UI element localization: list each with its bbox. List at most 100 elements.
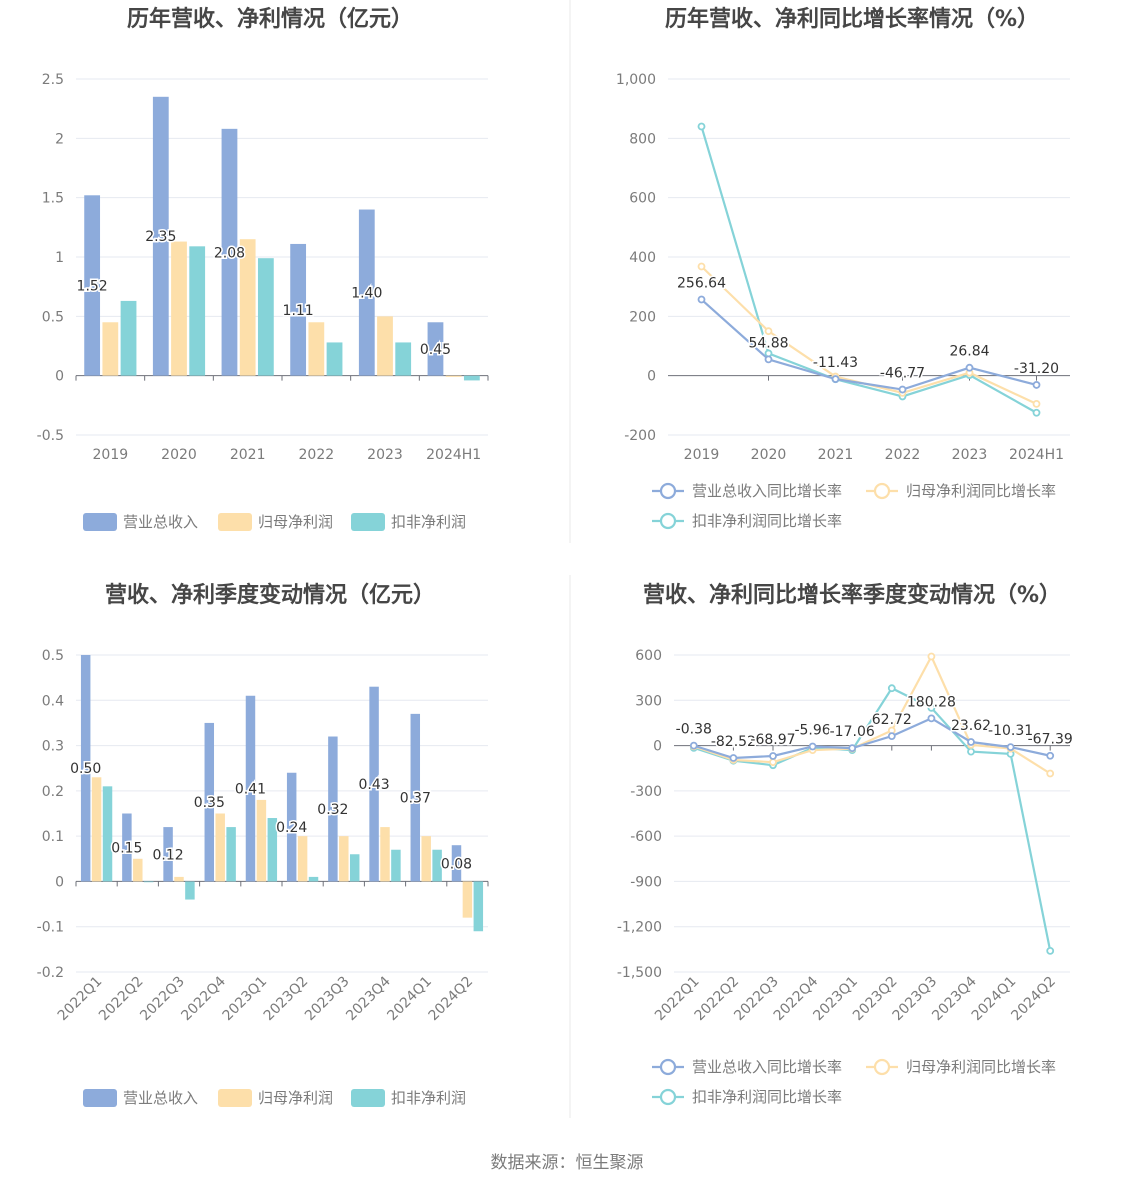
bar-data-label: 0.37: [400, 791, 431, 807]
bar-deducted-profit: [226, 827, 236, 882]
x-tick-label: 2023Q1: [220, 974, 271, 1025]
bar-net-profit: [308, 322, 325, 376]
bar-net-profit: [380, 827, 390, 882]
y-tick-label: 1.5: [42, 191, 64, 207]
bar-net-profit: [297, 836, 308, 882]
chart-title: 营收、净利同比增长率季度变动情况（%）: [643, 582, 1061, 608]
bar-net-profit: [377, 316, 393, 376]
bar-revenue: [152, 96, 169, 376]
bar-deducted-profit: [473, 881, 484, 932]
line-point: [1046, 751, 1055, 760]
y-tick-label: 0.3: [42, 739, 64, 755]
line-data-label: -31.20: [1014, 361, 1059, 377]
line-point: [697, 295, 706, 304]
line-point: [887, 684, 896, 693]
line-data-label: -46.77: [880, 366, 925, 382]
bar-data-label: 2.35: [145, 229, 176, 245]
legend-label: 归母净利润同比增长率: [906, 1058, 1056, 1076]
y-tick-label: 800: [629, 131, 656, 147]
x-tick-label: 2023: [367, 447, 403, 463]
chart-title: 历年营收、净利情况（亿元）: [127, 6, 413, 32]
bar-revenue: [451, 845, 462, 882]
line-point: [697, 262, 706, 271]
bar-deducted-profit: [143, 881, 154, 883]
line-data-label: 26.84: [949, 344, 989, 360]
y-tick-label: 0.5: [42, 648, 64, 664]
line-data-label: 180.28: [907, 694, 956, 710]
line-point: [898, 385, 907, 394]
x-tick-label: 2024Q2: [426, 974, 477, 1025]
y-tick-label: 0: [55, 874, 64, 890]
line-data-label: -0.38: [676, 722, 712, 738]
bar-data-label: 0.41: [235, 782, 266, 798]
legend-marker: [659, 482, 677, 500]
legend-label: 营业总收入: [123, 513, 198, 531]
bar-revenue: [427, 322, 444, 376]
bar-deducted-profit: [391, 849, 401, 882]
bar-data-label: 0.24: [276, 820, 307, 836]
line-point: [831, 375, 840, 383]
legend-marker: [873, 1058, 891, 1076]
x-tick-label: 2023Q4: [343, 973, 394, 1024]
bar-revenue: [286, 772, 297, 882]
line-point: [848, 744, 857, 753]
x-tick-label: 2021: [230, 447, 266, 463]
x-tick-label: 2022Q2: [96, 974, 147, 1025]
y-tick-label: 400: [629, 250, 656, 266]
bar-data-label: 0.15: [111, 840, 142, 856]
y-tick-label: 600: [635, 648, 662, 664]
x-tick-label: 2019: [93, 447, 129, 463]
legend-swatch: [83, 513, 117, 531]
x-tick-label: 2022Q3: [137, 974, 188, 1025]
bar-deducted-profit: [185, 881, 195, 900]
bar-data-label: 0.35: [194, 795, 225, 811]
y-tick-label: -1,500: [617, 965, 662, 981]
line-point: [927, 714, 936, 723]
bar-revenue: [80, 655, 91, 882]
bar-deducted-profit: [395, 342, 412, 376]
bar-deducted-profit: [257, 258, 274, 376]
bar-net-profit: [445, 375, 462, 377]
x-tick-label: 2019: [684, 447, 720, 463]
y-tick-label: 0.4: [42, 693, 64, 709]
bar-revenue: [290, 243, 307, 376]
y-tick-label: 0.5: [42, 309, 64, 325]
bar-data-label: 0.32: [317, 802, 348, 818]
bar-net-profit: [171, 241, 187, 376]
line-data-label: -11.43: [813, 355, 858, 371]
y-tick-label: -0.5: [37, 428, 64, 444]
y-tick-label: 0: [647, 369, 656, 385]
line-point: [1032, 408, 1041, 417]
bar-deducted-profit: [267, 818, 278, 882]
bar-deducted-profit: [432, 849, 442, 882]
legend-swatch: [83, 1089, 117, 1107]
legend-label: 营业总收入同比增长率: [692, 1058, 842, 1076]
legend-marker: [873, 482, 891, 500]
y-tick-label: 2: [55, 131, 64, 147]
legend-label: 扣非净利润: [391, 513, 466, 531]
legend-label: 归母净利润: [258, 1089, 333, 1107]
line-point: [927, 703, 936, 712]
bar-deducted-profit: [349, 854, 360, 882]
legend-label: 营业总收入同比增长率: [692, 482, 842, 500]
y-tick-label: -300: [630, 784, 662, 800]
bar-deducted-profit: [120, 300, 137, 376]
chart-title: 历年营收、净利同比增长率情况（%）: [665, 6, 1039, 32]
annual-growth-rate-chart: 历年营收、净利同比增长率情况（%） -200 0 200 400 600 800 1,000 2…: [616, 6, 1070, 530]
bar-net-profit: [133, 858, 143, 882]
bar-deducted-profit: [189, 246, 206, 376]
legend-label: 归母净利润同比增长率: [906, 482, 1056, 500]
bar-net-profit: [421, 836, 431, 882]
line-point: [769, 758, 777, 767]
y-tick-label: 200: [629, 309, 656, 325]
line-point: [1006, 743, 1015, 752]
line-point: [927, 652, 936, 661]
bar-revenue: [410, 713, 421, 882]
line-data-label: 23.62: [951, 718, 991, 734]
bar-revenue: [221, 128, 238, 376]
line-point: [808, 742, 817, 751]
line-point: [764, 327, 773, 336]
line-point: [1046, 769, 1055, 778]
y-tick-label: 0.1: [42, 829, 64, 845]
